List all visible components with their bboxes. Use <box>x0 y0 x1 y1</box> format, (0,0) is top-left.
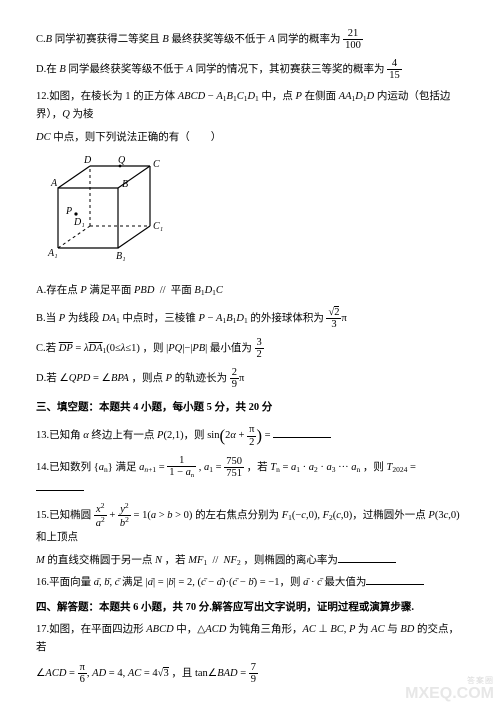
svg-text:A: A <box>50 178 58 189</box>
q13: 13.已知角 α 终边上有一点 P(2,1)，则 sin(2α + π2) = <box>36 421 464 451</box>
frac-recurrence: 11 − an <box>167 455 196 480</box>
q16: 16.平面向量 ā, b̄, c̄ 满足 |ā| = |b̄| = 2, (… <box>36 574 464 592</box>
q15-line2: M 的直线交椭圆于另一点 N ，若 MF1 // NF2 ，则椭圆的离心率为 <box>36 552 464 570</box>
frac-3-2: 32 <box>255 337 264 360</box>
frac-sqrt2-3: √23 <box>326 307 341 330</box>
q-number: 14. <box>36 462 49 473</box>
frac-2-9: 29 <box>230 367 239 390</box>
blank <box>338 552 396 563</box>
svg-text:B₁: B₁ <box>116 251 126 262</box>
opt-label: C. <box>36 34 46 45</box>
frac-y2b2: y2b2 <box>118 502 131 529</box>
frac-750-751: 750751 <box>224 456 244 479</box>
cube-figure: D Q C A B D₁ C₁ A₁ B₁ P <box>46 152 464 277</box>
q-number: 15. <box>36 510 49 521</box>
opt-label: A. <box>36 285 46 296</box>
q15-line1: 15.已知椭圆 x2a2 + y2b2 = 1(a > b > 0) 的左右焦点… <box>36 502 464 547</box>
svg-text:C₁: C₁ <box>153 221 163 232</box>
q-number: 12. <box>36 91 49 102</box>
watermark: 答案圈 MXEQ.COM <box>405 677 494 703</box>
q12-stem-line1: 12.如图，在棱长为 1 的正方体 ABCD − A1B1C1D1 中，点 P … <box>36 88 464 125</box>
q12-option-d: D.若 ∠QPD = ∠BPA ，则点 P 的轨迹长为 29π <box>36 367 464 393</box>
cube-svg: D Q C A B D₁ C₁ A₁ B₁ P <box>46 152 174 270</box>
q12-stem-line2: DC 中点，则下列说法正确的有（ ） <box>36 129 464 147</box>
q11-option-d: D.在 B 同学最终获奖等级不低于 A 同学的情况下，其初赛获三等奖的概率为 4… <box>36 58 464 84</box>
frac-pi-6: π6 <box>78 662 87 685</box>
q12-option-a: A.存在点 P 满足平面 PBD // 平面 B1D1C <box>36 282 464 303</box>
opt-label: C. <box>36 343 46 354</box>
q-number: 13. <box>36 430 49 441</box>
svg-text:C: C <box>153 159 160 170</box>
q17-line1: 17.如图，在平面四边形 ABCD 中，△ACD 为钝角三角形，AC ⊥ BC,… <box>36 621 464 658</box>
blank <box>273 427 331 438</box>
blank <box>366 574 424 585</box>
q12-option-b: B.当 P 为线段 DA1 中点时，三棱锥 P − A1B1D1 的外接球体积为… <box>36 307 464 333</box>
q-number: 16. <box>36 577 49 588</box>
q-number: 17. <box>36 624 49 635</box>
svg-text:Q: Q <box>118 155 126 166</box>
section-3-title: 三、填空题：本题共 4 小题，每小题 5 分，共 20 分 <box>36 399 464 417</box>
opt-label: B. <box>36 313 46 324</box>
opt-label: D. <box>36 373 46 384</box>
svg-text:B: B <box>122 179 128 190</box>
q12-option-c: C.若 DP = λDA1(0≤λ≤1) ，则 |PQ|−|PB| 最小值为 3… <box>36 337 464 363</box>
frac-x2a2: x2a2 <box>94 502 107 529</box>
svg-text:P: P <box>65 206 72 217</box>
opt-label: D. <box>36 64 46 75</box>
q11-option-c: C.B 同学初赛获得二等奖且 B 最终获奖等级不低于 A 同学的概率为 2110… <box>36 28 464 54</box>
svg-text:D₁: D₁ <box>73 217 85 228</box>
blank <box>36 480 84 491</box>
q17-line2: ∠ACD = π6, AD = 4, AC = 4√3 ，且 tan∠BAD =… <box>36 662 464 685</box>
frac-21-100: 21100 <box>343 28 363 51</box>
frac-7-9: 79 <box>249 662 258 685</box>
frac-4-15: 415 <box>387 58 402 81</box>
section-4-title: 四、解答题：本题共 6 小题，共 70 分.解答应写出文字说明，证明过程或演算步… <box>36 599 464 617</box>
q14: 14.已知数列 {an} 满足 an+1 = 11 − an , a1 = 75… <box>36 455 464 498</box>
exam-page: C.B 同学初赛获得二等奖且 B 最终获奖等级不低于 A 同学的概率为 2110… <box>0 0 500 707</box>
svg-text:A₁: A₁ <box>47 248 58 259</box>
svg-text:D: D <box>83 155 92 166</box>
